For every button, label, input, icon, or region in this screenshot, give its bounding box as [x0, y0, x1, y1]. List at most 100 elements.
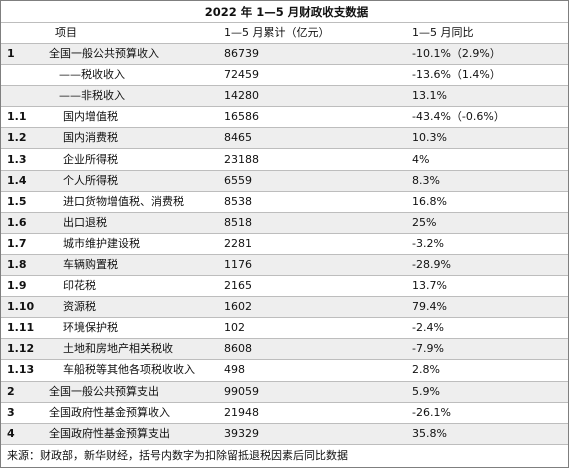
- table-row: 1.7 城市维护建设税 2281 -3.2%: [1, 232, 569, 255]
- row-item: 企业所得税: [45, 148, 220, 171]
- row-cumulative: 21948: [220, 401, 408, 424]
- row-yoy: -10.1%（2.9%）: [408, 42, 569, 65]
- row-yoy: 13.1%: [408, 85, 569, 107]
- row-yoy: -7.9%: [408, 338, 569, 360]
- row-item: 城市维护建设税: [45, 232, 220, 255]
- row-cumulative: 14280: [220, 85, 408, 107]
- row-item: 全国政府性基金预算支出: [45, 422, 220, 445]
- row-cumulative: 2281: [220, 232, 408, 255]
- table-row: 1.4 个人所得税 6559 8.3%: [1, 169, 569, 192]
- row-cumulative: 498: [220, 359, 408, 381]
- table-row: 1.10 资源税 1602 79.4%: [1, 296, 569, 318]
- row-number: 3: [1, 401, 45, 424]
- header-yoy: 1—5 月同比: [408, 22, 569, 44]
- row-number: 1: [1, 42, 45, 65]
- table-row: 1 全国一般公共预算收入 86739 -10.1%（2.9%）: [1, 42, 569, 65]
- row-yoy: 16.8%: [408, 190, 569, 213]
- row-item: 土地和房地产相关税收: [45, 338, 220, 360]
- row-yoy: -28.9%: [408, 253, 569, 276]
- table-row: 1.3 企业所得税 23188 4%: [1, 148, 569, 171]
- row-yoy: 25%: [408, 211, 569, 234]
- row-item: 国内增值税: [45, 106, 220, 128]
- source-note: 来源：财政部，新华财经，括号内数字为扣除留抵退税因素后同比数据: [1, 443, 569, 467]
- row-number: 1.13: [1, 359, 45, 381]
- source-row: 来源：财政部，新华财经，括号内数字为扣除留抵退税因素后同比数据: [1, 443, 569, 467]
- row-item: 全国一般公共预算支出: [45, 380, 220, 403]
- row-item: 印花税: [45, 275, 220, 297]
- row-number: 4: [1, 422, 45, 445]
- row-cumulative: 1602: [220, 296, 408, 318]
- table-row: 3 全国政府性基金预算收入 21948 -26.1%: [1, 401, 569, 424]
- row-cumulative: 86739: [220, 42, 408, 65]
- row-cumulative: 39329: [220, 422, 408, 445]
- table-row: 1.9 印花税 2165 13.7%: [1, 275, 569, 297]
- row-item: 车船税等其他各项税收收入: [45, 359, 220, 381]
- row-cumulative: 8465: [220, 127, 408, 149]
- row-cumulative: 8518: [220, 211, 408, 234]
- row-yoy: -3.2%: [408, 232, 569, 255]
- header-cumulative: 1—5 月累计（亿元）: [220, 22, 408, 44]
- header-item: 项目: [45, 22, 220, 44]
- row-number: 1.4: [1, 169, 45, 192]
- row-cumulative: 23188: [220, 148, 408, 171]
- row-number: 1.11: [1, 317, 45, 339]
- row-cumulative: 8608: [220, 338, 408, 360]
- row-item: 个人所得税: [45, 169, 220, 192]
- row-yoy: 8.3%: [408, 169, 569, 192]
- row-cumulative: 1176: [220, 253, 408, 276]
- header-no: [1, 22, 45, 44]
- row-item: 国内消费税: [45, 127, 220, 149]
- table-row: 1.5 进口货物增值税、消费税 8538 16.8%: [1, 190, 569, 213]
- row-number: 1.5: [1, 190, 45, 213]
- row-number: [1, 85, 45, 107]
- row-number: 1.1: [1, 106, 45, 128]
- row-yoy: 13.7%: [408, 275, 569, 297]
- row-yoy: 4%: [408, 148, 569, 171]
- row-item: 出口退税: [45, 211, 220, 234]
- row-yoy: 79.4%: [408, 296, 569, 318]
- header-row: 项目 1—5 月累计（亿元） 1—5 月同比: [1, 22, 569, 44]
- table-row: 1.13 车船税等其他各项税收收入 498 2.8%: [1, 359, 569, 381]
- table-row: 1.6 出口退税 8518 25%: [1, 211, 569, 234]
- row-item: 资源税: [45, 296, 220, 318]
- row-item: ——税收收入: [45, 64, 220, 86]
- row-cumulative: 6559: [220, 169, 408, 192]
- table-row: 1.12 土地和房地产相关税收 8608 -7.9%: [1, 338, 569, 360]
- row-item: 环境保护税: [45, 317, 220, 339]
- row-item: ——非税收入: [45, 85, 220, 107]
- table-row: 2 全国一般公共预算支出 99059 5.9%: [1, 380, 569, 403]
- row-yoy: -26.1%: [408, 401, 569, 424]
- table-title: 2022 年 1—5 月财政收支数据: [204, 4, 369, 19]
- row-number: 1.3: [1, 148, 45, 171]
- row-number: 2: [1, 380, 45, 403]
- table-row: 1.11 环境保护税 102 -2.4%: [1, 317, 569, 339]
- row-item: 全国政府性基金预算收入: [45, 401, 220, 424]
- row-yoy: 5.9%: [408, 380, 569, 403]
- table-row: 1.2 国内消费税 8465 10.3%: [1, 127, 569, 149]
- row-number: 1.10: [1, 296, 45, 318]
- row-yoy: 10.3%: [408, 127, 569, 149]
- table-row: 1.1 国内增值税 16586 -43.4%（-0.6%）: [1, 106, 569, 128]
- table-row: ——非税收入 14280 13.1%: [1, 85, 569, 107]
- row-cumulative: 16586: [220, 106, 408, 128]
- row-cumulative: 8538: [220, 190, 408, 213]
- row-item: 车辆购置税: [45, 253, 220, 276]
- row-yoy: -13.6%（1.4%）: [408, 64, 569, 86]
- row-number: 1.9: [1, 275, 45, 297]
- row-yoy: 35.8%: [408, 422, 569, 445]
- row-yoy: -43.4%（-0.6%）: [408, 106, 569, 128]
- table-row: ——税收收入 72459 -13.6%（1.4%）: [1, 64, 569, 86]
- table-title-row: 2022 年 1—5 月财政收支数据: [1, 1, 568, 23]
- table-row: 1.8 车辆购置税 1176 -28.9%: [1, 253, 569, 276]
- row-item: 进口货物增值税、消费税: [45, 190, 220, 213]
- row-cumulative: 72459: [220, 64, 408, 86]
- row-cumulative: 2165: [220, 275, 408, 297]
- row-item: 全国一般公共预算收入: [45, 42, 220, 65]
- row-number: 1.12: [1, 338, 45, 360]
- row-cumulative: 99059: [220, 380, 408, 403]
- row-number: [1, 64, 45, 86]
- table-row: 4 全国政府性基金预算支出 39329 35.8%: [1, 422, 569, 445]
- row-number: 1.2: [1, 127, 45, 149]
- row-number: 1.7: [1, 232, 45, 255]
